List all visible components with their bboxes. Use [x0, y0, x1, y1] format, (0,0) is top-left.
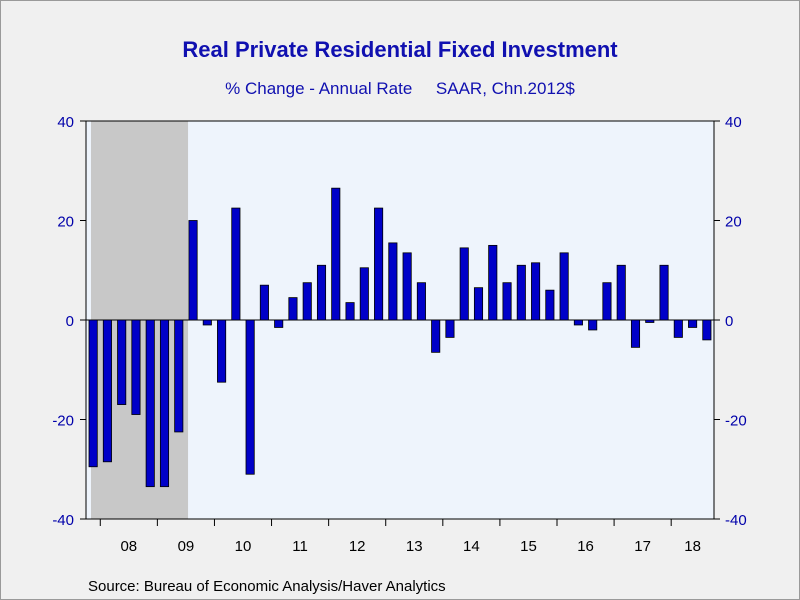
bar: [402, 252, 412, 321]
bar: [630, 319, 641, 348]
bar: [316, 264, 327, 321]
bar: [588, 319, 598, 331]
bar: [202, 319, 212, 326]
bar: [274, 319, 284, 328]
x-tick-label: 09: [178, 538, 195, 555]
bar: [688, 319, 698, 328]
bar: [702, 319, 712, 341]
bar: [416, 282, 426, 321]
y-tick-label-right: -20: [725, 413, 747, 430]
bar: [288, 297, 298, 321]
bar: [616, 264, 626, 321]
x-tick-label: 18: [684, 538, 701, 555]
bar: [159, 319, 170, 488]
bar: [602, 282, 612, 321]
bar: [516, 264, 526, 321]
bar: [388, 242, 398, 321]
chart-title: Real Private Residential Fixed Investmen…: [182, 37, 618, 62]
bar: [331, 187, 341, 321]
y-tick-label-left: -40: [52, 512, 74, 529]
chart-subtitle: % Change - Annual Rate SAAR, Chn.2012$: [225, 79, 575, 98]
bar: [545, 289, 555, 321]
x-tick-label: 17: [634, 538, 651, 555]
bar: [659, 264, 669, 321]
bar: [459, 247, 469, 321]
bar: [345, 302, 355, 321]
bar: [431, 319, 441, 353]
x-tick-label: 16: [577, 538, 594, 555]
y-tick-label-right: 0: [725, 313, 733, 330]
y-tick-label-left: 40: [57, 114, 74, 131]
y-tick-label-left: -20: [52, 413, 74, 430]
y-tick-label-right: 40: [725, 114, 742, 131]
bar: [359, 267, 369, 321]
x-tick-label: 13: [406, 538, 423, 555]
bar: [131, 319, 141, 415]
bar: [217, 319, 227, 383]
bar: [88, 319, 98, 468]
bar: [445, 319, 455, 338]
x-tick-label: 14: [463, 538, 480, 555]
bar: [259, 284, 269, 321]
bar: [102, 319, 112, 463]
bar: [531, 262, 541, 321]
bar: [374, 207, 384, 321]
bar: [117, 319, 127, 405]
bar: [174, 319, 184, 433]
y-tick-label-left: 20: [57, 214, 74, 231]
bar: [559, 252, 569, 321]
x-tick-label: 15: [520, 538, 537, 555]
x-tick-label: 11: [292, 538, 308, 555]
bar: [188, 220, 198, 321]
bar: [673, 319, 683, 338]
bar: [645, 319, 655, 323]
bar: [573, 319, 583, 326]
bar: [302, 282, 312, 321]
x-tick-label: 08: [120, 538, 137, 555]
bar: [145, 319, 155, 488]
bar: [502, 282, 512, 321]
x-tick-label: 10: [235, 538, 252, 555]
bar: [473, 287, 484, 321]
bar: [488, 244, 498, 321]
chart-source: Source: Bureau of Economic Analysis/Have…: [88, 578, 446, 595]
bar: [245, 319, 255, 475]
y-tick-label-right: -40: [725, 512, 747, 529]
x-tick-label: 12: [349, 538, 366, 555]
y-tick-label-left: 0: [66, 313, 74, 330]
bar: [231, 207, 241, 321]
y-tick-label-right: 20: [725, 214, 742, 231]
